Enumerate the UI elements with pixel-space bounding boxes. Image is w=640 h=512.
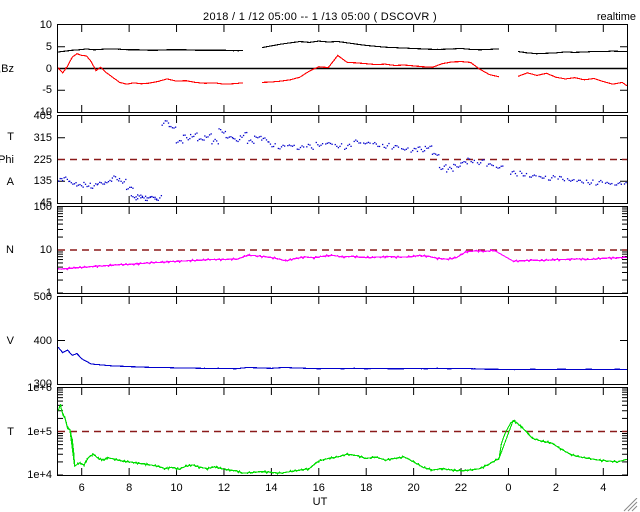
- row-label-t: T: [7, 425, 14, 438]
- x-tick-2: 2: [552, 482, 559, 494]
- y-tick-bulk-speed-300: 300: [33, 378, 52, 390]
- panel-proton-density: [57, 206, 628, 294]
- x-tick-22: 22: [454, 482, 468, 494]
- y-tick-magnetic-field--5: -5: [42, 84, 52, 97]
- page-title: 2018 / 1 /12 05:00 -- 1 /13 05:00 ( DSCO…: [203, 11, 437, 23]
- row-label-phi: Phi: [0, 153, 14, 166]
- x-tick-20: 20: [407, 482, 420, 494]
- y-tick-proton-temperature-1e+4: 1e+4: [27, 469, 52, 481]
- panel-field-angles: [57, 115, 628, 204]
- y-tick-field-angles-45: 45: [39, 197, 52, 209]
- x-tick-18: 18: [360, 482, 373, 494]
- y-tick-field-angles-225: 225: [33, 153, 52, 166]
- panel-bulk-speed: [57, 296, 628, 385]
- x-tick-0: 0: [505, 482, 512, 494]
- row-label-a: A: [6, 175, 14, 188]
- y-tick-magnetic-field-5: 5: [45, 40, 52, 53]
- y-tick-magnetic-field-10: 10: [39, 19, 52, 31]
- y-tick-proton-density-10: 10: [39, 244, 52, 256]
- y-tick-bulk-speed-400: 400: [33, 334, 52, 347]
- x-tick-6: 6: [78, 482, 85, 494]
- x-tick-8: 8: [126, 482, 133, 494]
- y-tick-magnetic-field-0: 0: [45, 62, 52, 75]
- x-tick-12: 12: [217, 482, 231, 494]
- x-tick-16: 16: [312, 482, 325, 494]
- resize-handle-icon[interactable]: [622, 498, 638, 512]
- x-tick-14: 14: [265, 482, 278, 494]
- y-tick-proton-temperature-1e+5: 1e+5: [27, 425, 52, 438]
- y-tick-magnetic-field--10: -10: [36, 106, 52, 118]
- y-tick-proton-density-1: 1: [45, 287, 52, 299]
- y-tick-field-angles-315: 315: [33, 131, 52, 144]
- realtime-label: realtime: [596, 11, 636, 23]
- row-label-n: N: [6, 244, 14, 256]
- y-tick-field-angles-135: 135: [33, 175, 52, 188]
- y-tick-proton-temperature-1e+6: 1e+6: [27, 382, 52, 394]
- row-label-btbz: Bt,Bz: [0, 62, 14, 75]
- x-tick-10: 10: [170, 482, 183, 494]
- y-tick-bulk-speed-500: 500: [33, 291, 52, 303]
- y-tick-field-angles-405: 405: [33, 110, 52, 122]
- row-label-t: T: [7, 131, 14, 144]
- row-label-v: V: [6, 334, 14, 347]
- panel-proton-temperature: [57, 387, 628, 476]
- y-tick-proton-density-100: 100: [33, 201, 52, 213]
- x-tick-4: 4: [600, 482, 607, 494]
- panel-magnetic-field: [57, 24, 628, 113]
- x-axis-title: UT: [312, 496, 328, 508]
